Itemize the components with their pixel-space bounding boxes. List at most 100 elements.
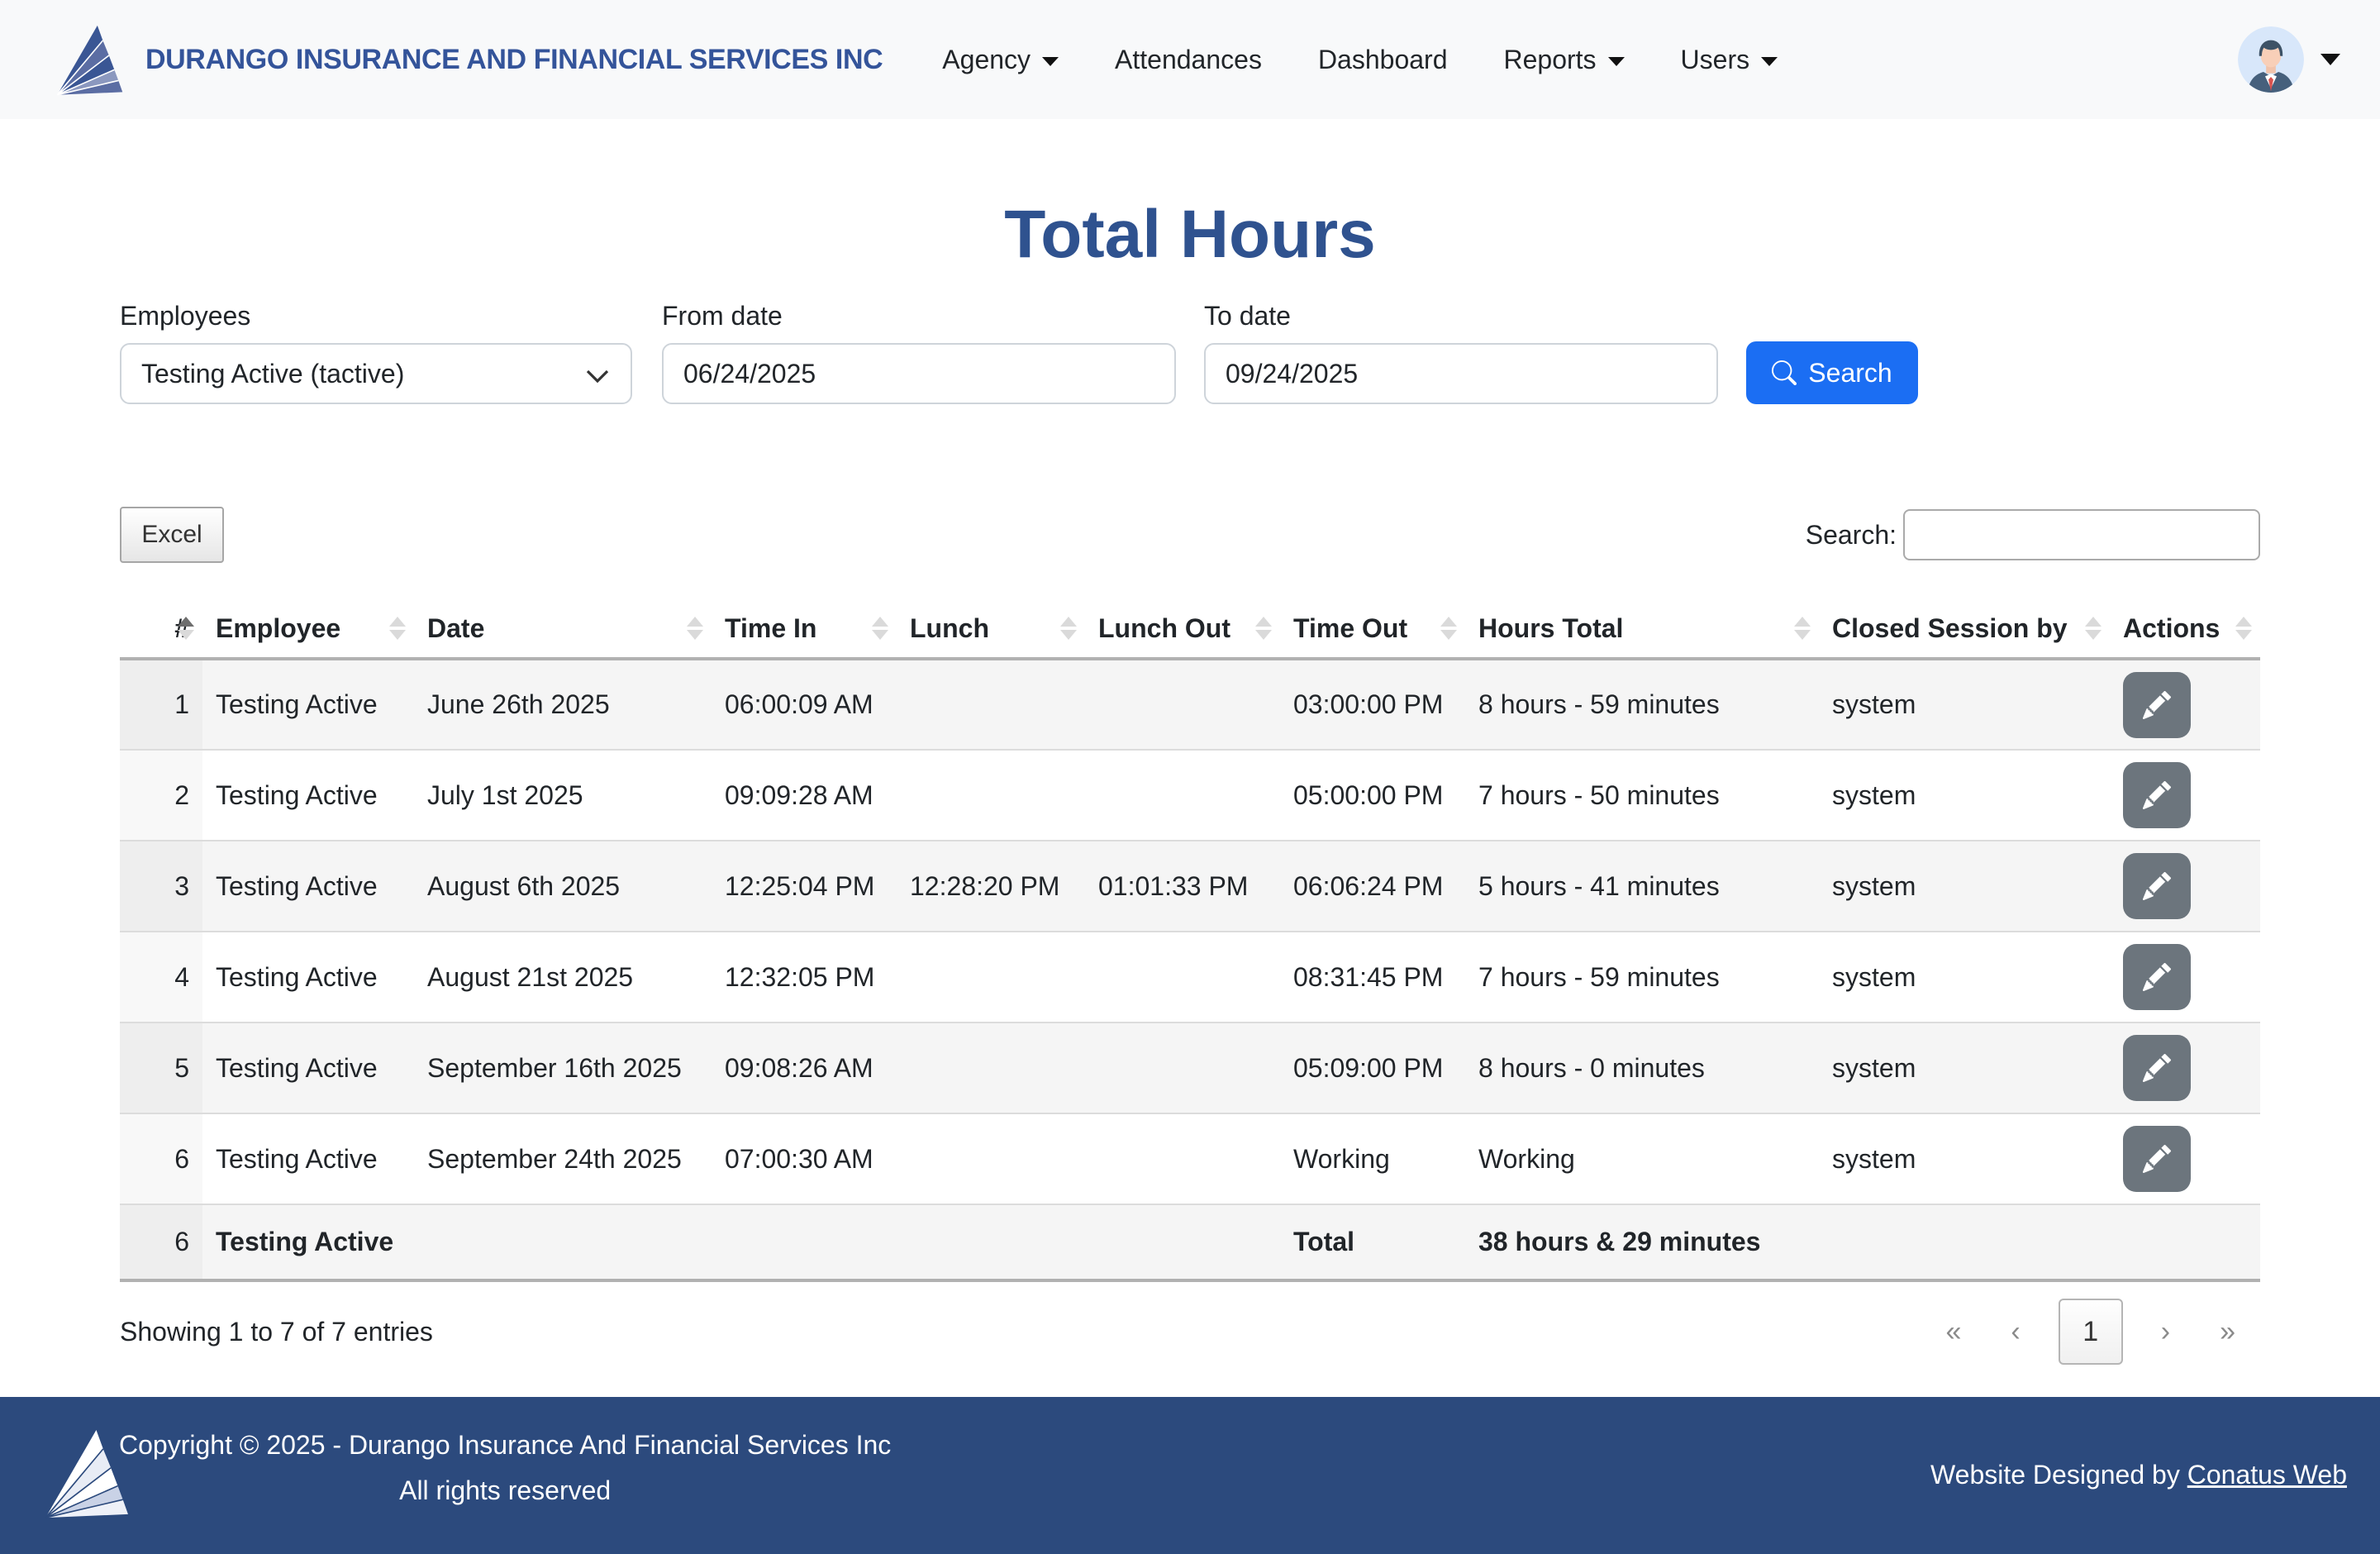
brand-name: DURANGO INSURANCE AND FINANCIAL SERVICES… (145, 43, 883, 75)
table-search-input[interactable] (1903, 509, 2260, 560)
column-header-closed-session-by[interactable]: Closed Session by (1819, 599, 2110, 660)
table-total-row: 6 Testing Active Total 38 hours & 29 min… (120, 1204, 2260, 1282)
site-footer: Copyright © 2025 - Durango Insurance And… (0, 1397, 2380, 1554)
sort-icon (1060, 617, 1077, 640)
cell-hours-total: 5 hours - 41 minutes (1465, 840, 1819, 932)
caret-down-icon (1761, 56, 1778, 66)
sort-icon (2085, 617, 2102, 640)
cell-time-out: 06:06:24 PM (1280, 840, 1465, 932)
nav-item-attendances[interactable]: Attendances (1115, 44, 1262, 74)
cell-lunch-out (1085, 1022, 1280, 1113)
conatus-web-link[interactable]: Conatus Web (2187, 1460, 2347, 1490)
edit-row-button[interactable] (2123, 853, 2191, 919)
cell-time-in: 09:09:28 AM (712, 749, 897, 841)
rights-text: All rights reserved (399, 1475, 612, 1505)
cell-employee: Testing Active (202, 749, 414, 841)
cell-date: July 1st 2025 (414, 749, 712, 841)
user-menu-button[interactable] (2238, 26, 2340, 93)
column-header-employee[interactable]: Employee (202, 599, 414, 660)
chevron-down-icon (586, 369, 609, 384)
employees-label: Employees (120, 301, 251, 331)
from-date-input[interactable] (662, 343, 1176, 404)
cell-lunch (897, 1113, 1085, 1204)
column-header-hours-total[interactable]: Hours Total (1465, 599, 1819, 660)
pagination-first-button[interactable]: « (1921, 1300, 1987, 1363)
cell-time-out: 05:09:00 PM (1280, 1022, 1465, 1113)
table-toolbar: Excel Search: (120, 507, 2260, 563)
excel-export-button[interactable]: Excel (120, 507, 224, 563)
employees-selected-value: Testing Active (tactive) (141, 358, 405, 388)
designed-by-text: Website Designed by Conatus Web (1930, 1460, 2347, 1490)
search-button[interactable]: Search (1746, 341, 1918, 404)
filter-form: Employees Testing Active (tactive) From … (120, 301, 2260, 404)
pagination-prev-button[interactable]: ‹ (1986, 1300, 2044, 1363)
to-date-input[interactable] (1204, 343, 1718, 404)
cell-actions (2110, 749, 2260, 841)
nav-item-reports[interactable]: Reports (1503, 45, 1625, 75)
entries-info: Showing 1 to 7 of 7 entries (120, 1316, 433, 1347)
edit-row-button[interactable] (2123, 671, 2191, 738)
brand-home-link[interactable]: DURANGO INSURANCE AND FINANCIAL SERVICES… (50, 21, 883, 98)
cell-actions (2110, 1113, 2260, 1204)
employees-select[interactable]: Testing Active (tactive) (120, 343, 632, 404)
footer-logo-icon (45, 1430, 128, 1518)
navbar-right (2238, 26, 2340, 93)
edit-row-button[interactable] (2123, 1126, 2191, 1192)
sort-icon (389, 617, 406, 640)
edit-row-button[interactable] (2123, 1035, 2191, 1101)
cell-lunch-out (1085, 659, 1280, 750)
cell-employee: Testing Active (202, 840, 414, 932)
nav-item-users[interactable]: Users (1681, 45, 1778, 75)
cell-closed-by: system (1819, 931, 2110, 1022)
cell-lunch (897, 659, 1085, 750)
cell-employee: Testing Active (202, 931, 414, 1022)
table-search-label: Search: (1805, 519, 1897, 550)
column-header-index[interactable]: # (120, 599, 202, 660)
sort-icon (1255, 617, 1272, 640)
cell-time-in: 07:00:30 AM (712, 1113, 897, 1204)
cell-actions (2110, 659, 2260, 750)
from-date-label: From date (662, 301, 783, 331)
cell-closed-by: system (1832, 689, 1916, 719)
column-header-lunch-out[interactable]: Lunch Out (1085, 599, 1280, 660)
column-header-actions[interactable]: Actions (2110, 599, 2260, 660)
column-header-lunch[interactable]: Lunch (897, 599, 1085, 660)
nav-item-dashboard[interactable]: Dashboard (1317, 44, 1448, 74)
column-header-time-out[interactable]: Time Out (1280, 599, 1465, 660)
cell-lunch (897, 749, 1085, 841)
cell-date: August 6th 2025 (414, 840, 712, 932)
caret-down-icon (1607, 56, 1625, 66)
pencil-icon (2143, 1054, 2171, 1082)
column-header-date[interactable]: Date (414, 599, 712, 660)
sort-icon (1440, 617, 1457, 640)
cell-date: September 24th 2025 (414, 1113, 712, 1204)
total-employee: Testing Active (202, 1204, 414, 1282)
main-nav: Agency Attendances Dashboard Reports Use… (942, 45, 1778, 75)
table-row: 4 Testing Active August 21st 2025 12:32:… (120, 931, 2260, 1022)
pagination-last-button[interactable]: » (2195, 1300, 2260, 1363)
edit-row-button[interactable] (2123, 762, 2191, 828)
pagination-page-1-button[interactable]: 1 (2058, 1299, 2123, 1365)
cell-hours-total: 7 hours - 50 minutes (1465, 749, 1819, 841)
pencil-icon (2143, 872, 2171, 900)
table-row: 6 Testing Active September 24th 2025 07:… (120, 1113, 2260, 1204)
pencil-icon (2143, 781, 2171, 809)
column-header-time-in[interactable]: Time In (712, 599, 897, 660)
cell-index: 5 (120, 1022, 202, 1113)
user-avatar (2238, 26, 2304, 93)
pagination-next-button[interactable]: › (2136, 1300, 2195, 1363)
pencil-icon (2143, 690, 2171, 719)
edit-row-button[interactable] (2123, 944, 2191, 1010)
cell-lunch (897, 931, 1085, 1022)
sort-icon (687, 617, 703, 640)
nav-item-agency[interactable]: Agency (942, 45, 1059, 75)
copyright-text: Copyright © 2025 - Durango Insurance And… (119, 1430, 892, 1460)
main-content: Total Hours Employees Testing Active (ta… (0, 119, 2380, 1397)
cell-time-out: 05:00:00 PM (1280, 749, 1465, 841)
footer-copyright-block: Copyright © 2025 - Durango Insurance And… (119, 1430, 891, 1506)
cell-lunch: 12:28:20 PM (897, 840, 1085, 932)
cell-time-in: 09:08:26 AM (712, 1022, 897, 1113)
total-label: Total (1280, 1204, 1465, 1282)
page-title: Total Hours (1004, 197, 1376, 272)
